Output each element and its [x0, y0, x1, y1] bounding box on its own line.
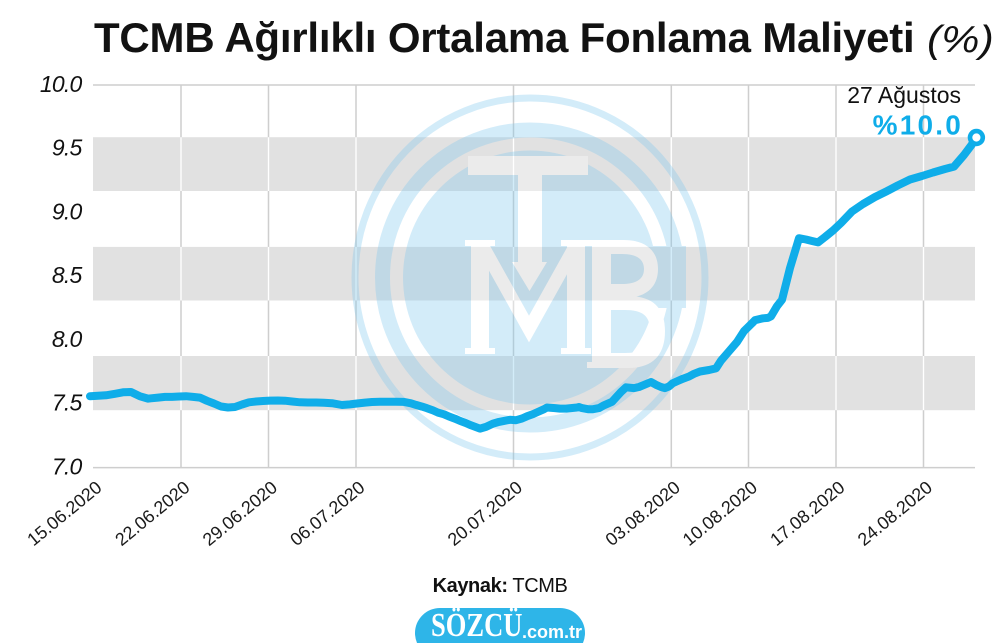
svg-text:24.08.2020: 24.08.2020: [854, 477, 936, 550]
svg-text:7.5: 7.5: [52, 390, 83, 416]
svg-text:8.5: 8.5: [52, 262, 83, 288]
svg-text:7.0: 7.0: [52, 453, 83, 479]
svg-text:22.06.2020: 22.06.2020: [111, 477, 193, 550]
svg-text:10.08.2020: 10.08.2020: [679, 477, 761, 550]
svg-text:20.07.2020: 20.07.2020: [444, 477, 526, 550]
svg-text:9.0: 9.0: [52, 198, 83, 224]
svg-text:03.08.2020: 03.08.2020: [602, 477, 684, 550]
svg-text:15.06.2020: 15.06.2020: [23, 477, 105, 550]
svg-text:10.0: 10.0: [40, 71, 83, 97]
svg-text:9.5: 9.5: [52, 135, 83, 161]
svg-text:06.07.2020: 06.07.2020: [286, 477, 368, 550]
svg-text:29.06.2020: 29.06.2020: [199, 477, 281, 550]
svg-text:27 Ağustos: 27 Ağustos: [847, 82, 961, 108]
svg-text:%10.0: %10.0: [873, 110, 963, 141]
svg-text:8.0: 8.0: [52, 326, 83, 352]
svg-text:17.08.2020: 17.08.2020: [766, 477, 848, 550]
